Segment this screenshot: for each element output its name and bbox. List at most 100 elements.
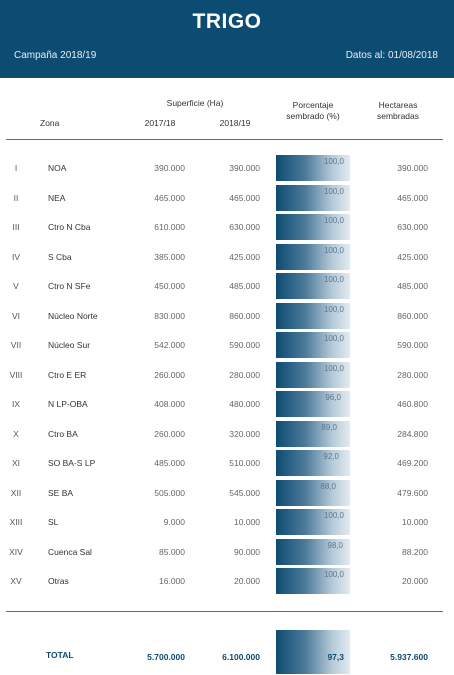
total-percent-bar [276,630,350,674]
superficie-2017-18: 85.000 [159,546,185,557]
total-2017-18: 5.700.000 [147,652,185,662]
table-row: VII Núcleo Sur 542.000 590.000 100,0 590.000 [0,332,454,358]
percent-bar [276,538,350,565]
percent-bar [276,273,350,299]
table-row: IV S Cba 385.000 425.000 100,0 425.000 [0,243,454,270]
col-header-porcentaje: Porcentaje sembrado (%) [268,100,358,122]
hectareas-sembradas: 469.200 [397,458,428,468]
hectareas-sembradas: 20.000 [402,576,428,586]
zone-number: XV [10,576,22,586]
percent-bar [276,420,350,447]
total-percent: 97,3 [327,652,344,662]
total-label: TOTAL [46,650,74,660]
zone-name: Ctro N SFe [48,281,91,291]
zone-name: Núcleo Sur [48,340,91,350]
percent-bar [276,184,350,211]
table-row: I NOA 390.000 390.000 100,0 390.000 [0,155,454,181]
zone-number: I [14,163,18,173]
col-header-porcentaje-line2: sembrado (%) [286,111,340,121]
percent-value: 92,0 [323,452,339,461]
percent-value: 96,0 [325,393,341,402]
percent-bar [276,568,350,594]
percent-value: 89,0 [321,422,337,432]
superficie-2018-19: 590.000 [229,340,260,350]
zone-name: SL [48,517,59,527]
hectareas-sembradas: 88.200 [402,546,428,557]
zone-name: S Cba [48,251,72,262]
total-2018-19: 6.100.000 [222,652,260,662]
percent-value: 100,0 [323,334,344,343]
col-header-porcentaje-line1: Porcentaje [292,100,334,110]
total-divider [6,611,443,612]
superficie-2018-19: 465.000 [229,192,260,203]
zone-name: Otras [48,576,69,586]
page-title: TRIGO [192,10,262,33]
zone-name: N LP-OBA [48,399,88,409]
hectareas-sembradas: 465.000 [397,192,428,203]
superficie-2018-19: 10.000 [234,517,260,527]
percent-bar [276,332,350,358]
percent-value: 100,0 [323,511,344,520]
zone-number: IV [11,251,21,262]
superficie-2018-19: 320.000 [229,428,260,439]
zone-number: XI [11,458,21,468]
zone-name: NEA [48,192,66,203]
hectareas-sembradas: 485.000 [397,281,428,291]
zone-name: SO BA-S LP [48,458,96,468]
superficie-2017-18: 465.000 [154,192,185,203]
table-row: II NEA 465.000 465.000 100,0 465.000 [0,184,454,211]
zone-number: XII [10,487,22,498]
percent-bar [276,450,350,476]
superficie-2017-18: 408.000 [154,399,185,409]
col-header-hectareas-line1: Hectareas [378,100,418,110]
zone-name: Ctro N Cba [48,222,91,232]
col-header-2017-18: 2017/18 [144,118,176,128]
table-row: XIV Cuenca Sal 85.000 90.000 98,0 88.200 [0,538,454,565]
percent-value: 100,0 [323,186,344,196]
percent-value: 100,0 [323,275,344,284]
table-row: VIII Ctro E ER 260.000 280.000 100,0 280.000 [0,361,454,388]
superficie-2018-19: 20.000 [234,576,260,586]
hectareas-sembradas: 10.000 [402,517,428,527]
col-header-hectareas-line2: sembradas [376,111,420,121]
col-header-hectareas: Hectareas sembradas [360,100,436,122]
header-banner: TRIGO Campaña 2018/19 Datos al: 01/08/20… [0,0,454,78]
table-row: VI Núcleo Norte 830.000 860.000 100,0 860.000 [0,302,454,329]
table-row: IX N LP-OBA 408.000 480.000 96,0 460.800 [0,391,454,417]
percent-bar [276,361,350,388]
table-row: X Ctro BA 260.000 320.000 89,0 284.800 [0,420,454,447]
percent-bar [276,155,350,181]
percent-value: 98,0 [327,540,343,550]
col-header-superficie: Superficie (Ha) [166,98,224,108]
percent-bar [276,479,350,506]
table-row: XV Otras 16.000 20.000 100,0 20.000 [0,568,454,594]
percent-bar [276,302,350,329]
col-header-2018-19: 2018/19 [219,118,251,128]
zone-name: Cuenca Sal [48,546,92,557]
superficie-2018-19: 480.000 [229,399,260,409]
zone-number: XIV [9,546,23,557]
zone-number: VIII [9,369,23,380]
superficie-2018-19: 485.000 [229,281,260,291]
superficie-2017-18: 485.000 [154,458,185,468]
percent-bar [276,214,350,240]
percent-value: 100,0 [323,216,344,225]
percent-value: 88,0 [320,481,336,491]
superficie-2018-19: 510.000 [229,458,260,468]
total-row: TOTAL 5.700.000 6.100.000 97,3 5.937.600 [0,630,454,674]
percent-bar [276,243,350,270]
hectareas-sembradas: 284.800 [397,428,428,439]
total-hectareas: 5.937.600 [390,652,428,662]
table-row: III Ctro N Cba 610.000 630.000 100,0 630.000 [0,214,454,240]
hectareas-sembradas: 479.600 [397,487,428,498]
superficie-2017-18: 505.000 [154,487,185,498]
zone-name: SE BA [48,487,74,498]
table-row: XI SO BA-S LP 485.000 510.000 92,0 469.200 [0,450,454,476]
superficie-2017-18: 16.000 [159,576,185,586]
percent-value: 100,0 [323,363,344,373]
percent-value: 100,0 [323,304,344,314]
data-date-label: Datos al: 01/08/2018 [345,50,438,61]
percent-value: 100,0 [323,157,344,166]
superficie-2017-18: 260.000 [154,369,185,380]
zone-name: Núcleo Norte [48,310,98,321]
